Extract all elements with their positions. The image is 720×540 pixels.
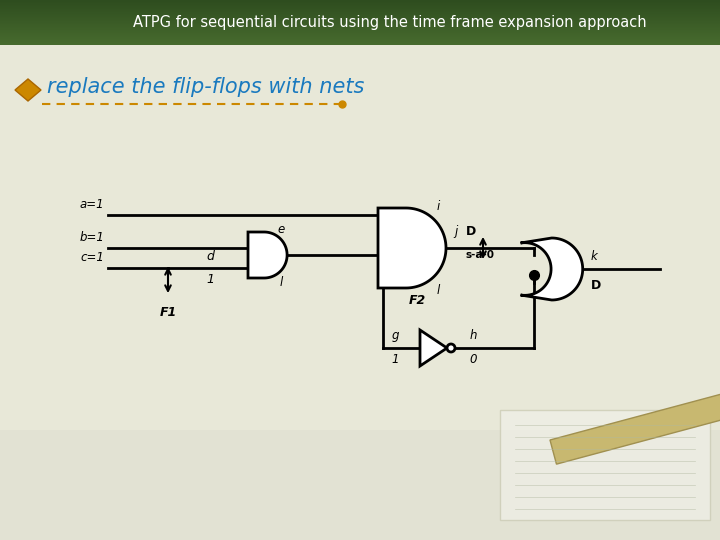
Bar <box>0 38 720 39</box>
Polygon shape <box>521 238 582 300</box>
Text: h: h <box>469 329 477 342</box>
Bar <box>0 39 720 40</box>
Polygon shape <box>378 208 446 288</box>
Bar <box>0 30 720 31</box>
Bar <box>0 16 720 17</box>
Bar <box>550 394 720 464</box>
Bar <box>0 24 720 25</box>
Bar <box>0 42 720 43</box>
Text: a=1: a=1 <box>80 198 104 211</box>
Text: D: D <box>590 279 601 292</box>
Bar <box>0 23 720 24</box>
Text: i: i <box>436 200 440 213</box>
Text: F2: F2 <box>408 294 426 307</box>
Text: 1: 1 <box>391 353 399 366</box>
Bar <box>0 40 720 41</box>
Bar <box>0 27 720 28</box>
Bar <box>0 2 720 3</box>
Bar <box>0 12 720 13</box>
Text: 0: 0 <box>469 353 477 366</box>
Text: e: e <box>277 223 284 236</box>
Bar <box>0 20 720 21</box>
Bar <box>0 7 720 8</box>
Text: k: k <box>590 250 598 263</box>
Bar <box>0 17 720 18</box>
Bar <box>0 5 720 6</box>
Bar <box>0 29 720 30</box>
Text: l: l <box>436 284 440 297</box>
Text: F1: F1 <box>159 306 176 319</box>
Text: s-a-0: s-a-0 <box>466 250 495 260</box>
Polygon shape <box>420 330 447 366</box>
Bar <box>0 14 720 15</box>
Text: replace the flip-flops with nets: replace the flip-flops with nets <box>47 77 364 97</box>
Bar <box>0 32 720 33</box>
Bar <box>0 4 720 5</box>
Bar <box>0 10 720 11</box>
Text: d: d <box>206 250 214 263</box>
Bar <box>0 26 720 27</box>
Bar <box>0 6 720 7</box>
Bar <box>0 37 720 38</box>
Text: b=1: b=1 <box>80 231 105 244</box>
Text: D: D <box>466 225 476 238</box>
Bar <box>0 44 720 45</box>
Bar <box>0 31 720 32</box>
Text: l: l <box>279 276 283 289</box>
Bar <box>0 15 720 16</box>
Bar <box>0 8 720 9</box>
Bar <box>0 430 720 540</box>
Ellipse shape <box>0 0 50 35</box>
Bar <box>0 28 720 29</box>
Bar <box>0 43 720 44</box>
Text: g: g <box>391 329 399 342</box>
Bar <box>0 11 720 12</box>
Text: j: j <box>454 225 457 238</box>
Bar <box>0 25 720 26</box>
Bar <box>0 33 720 34</box>
Bar <box>0 13 720 14</box>
Bar <box>0 34 720 35</box>
Bar <box>0 19 720 20</box>
Circle shape <box>447 344 455 352</box>
Bar <box>0 3 720 4</box>
Bar <box>0 9 720 10</box>
Bar <box>0 18 720 19</box>
Bar <box>0 22 720 23</box>
Bar <box>0 41 720 42</box>
Text: c=1: c=1 <box>80 251 104 264</box>
Polygon shape <box>248 232 287 278</box>
Bar <box>0 35 720 36</box>
Text: ATPG for sequential circuits using the time frame expansion approach: ATPG for sequential circuits using the t… <box>133 16 647 30</box>
Bar <box>500 410 710 520</box>
Bar <box>0 1 720 2</box>
Bar <box>0 0 720 1</box>
Polygon shape <box>15 79 41 101</box>
Bar <box>0 36 720 37</box>
Text: 1: 1 <box>206 273 214 286</box>
Bar <box>0 21 720 22</box>
Ellipse shape <box>0 0 50 35</box>
